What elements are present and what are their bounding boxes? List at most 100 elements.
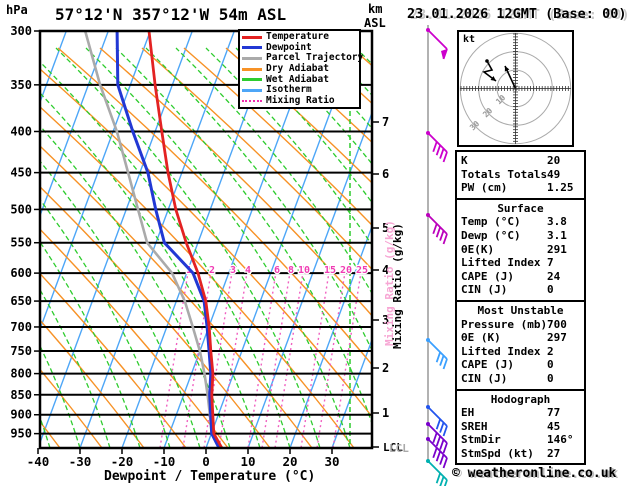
index-label: CAPE (J) bbox=[461, 358, 514, 372]
km-tick-label: 4 bbox=[382, 263, 389, 277]
wind-barb-feather bbox=[439, 476, 445, 486]
wind-barb-feather bbox=[435, 435, 442, 447]
wind-barb bbox=[426, 28, 448, 60]
temp-tick-label: -30 bbox=[69, 454, 92, 469]
dry-adiabat-line bbox=[40, 68, 372, 418]
wind-barb bbox=[426, 338, 448, 370]
wind-barb-feather bbox=[442, 457, 448, 469]
pressure-tick-label: 750 bbox=[10, 344, 32, 358]
section-title: Most Unstable bbox=[477, 303, 564, 317]
index-row: CAPE (J) 0 bbox=[461, 358, 580, 372]
section-title: Hodograph bbox=[490, 392, 551, 406]
km-tick-label: 2 bbox=[382, 361, 389, 375]
index-label: SREH bbox=[461, 419, 488, 433]
wind-barb-feather bbox=[439, 230, 445, 241]
wind-barb-feather bbox=[432, 223, 438, 235]
index-row: Dewp (°C) 3.1 bbox=[461, 229, 580, 243]
hodograph-trace-start-dot bbox=[485, 59, 489, 63]
datetime-label: 23.01.2026 12GMT (Base: 00) bbox=[407, 6, 627, 22]
index-value: 0 bbox=[547, 358, 554, 372]
dry-adiabat-line bbox=[99, 47, 372, 317]
index-label: PW (cm) bbox=[461, 181, 508, 195]
temp-tick-label: -20 bbox=[111, 454, 134, 469]
pressure-tick-label: 300 bbox=[10, 24, 32, 38]
indices-panel: K 20 Totals Totals 49 PW (cm) 1.25 Surface Temp… bbox=[455, 150, 586, 466]
parcel-trajectory-curve bbox=[83, 30, 223, 449]
index-value: 0 bbox=[547, 371, 554, 385]
hodograph-unit-label: kt bbox=[463, 34, 476, 45]
index-row: SREH 45 bbox=[461, 420, 580, 434]
km-tick-label: 5 bbox=[382, 221, 389, 235]
index-value: 3.8 bbox=[547, 215, 567, 229]
legend-item-dewpoint: Dewpoint bbox=[242, 42, 359, 54]
index-row: Pressure (mb) 700 bbox=[461, 318, 580, 332]
pressure-tick-label: 850 bbox=[10, 388, 32, 402]
lcl-label: LCL bbox=[383, 441, 403, 454]
mixing-ratio-line bbox=[261, 265, 292, 448]
index-row: EH 77 bbox=[461, 406, 580, 420]
isotherm-line bbox=[40, 31, 109, 218]
storm-motion-arrowhead bbox=[504, 66, 510, 72]
index-label: StmDir bbox=[461, 433, 501, 447]
temperature-line-swatch bbox=[242, 35, 262, 39]
index-value: 27 bbox=[547, 446, 561, 460]
km-tick-label: 1 bbox=[382, 406, 389, 420]
pressure-tick-label: 600 bbox=[10, 266, 32, 280]
legend-item-parcel: Parcel Trajectory bbox=[242, 53, 363, 64]
pressure-tick-label: 450 bbox=[10, 166, 32, 180]
index-value: 2 bbox=[547, 344, 554, 358]
index-label: Lifted Index bbox=[461, 344, 541, 358]
index-row: StmDir 146° bbox=[461, 433, 580, 447]
wind-barb-feather bbox=[435, 226, 442, 238]
altitude-axis-unit-km: km bbox=[368, 2, 383, 16]
indices-section-surface: Surface Temp (°C) 3.8 Dewp (°C) 3.1 θE(K) 291 L… bbox=[455, 197, 586, 302]
legend-item-dry_adiabat: Dry Adiabat bbox=[242, 64, 359, 75]
wind-barb-feather bbox=[435, 144, 442, 156]
pressure-tick-label: 500 bbox=[10, 202, 32, 216]
legend-item-mixing_ratio: Mixing Ratio bbox=[242, 94, 359, 107]
mixing-ratio-value-label: 15 bbox=[324, 265, 336, 276]
pressure-tick-label: 950 bbox=[10, 427, 32, 441]
index-row: CIN (J) 0 bbox=[461, 372, 580, 386]
pressure-axis-unit: hPa bbox=[6, 3, 28, 17]
temp-tick-label: 30 bbox=[324, 454, 339, 469]
legend-label: Parcel Trajectory bbox=[266, 52, 364, 64]
isotherm-line bbox=[79, 31, 235, 448]
dewpoint-line-swatch bbox=[242, 46, 262, 50]
pressure-tick-label: 900 bbox=[10, 408, 32, 422]
hodograph-trace-arrowhead bbox=[490, 76, 496, 81]
index-label: Totals Totals bbox=[461, 167, 548, 181]
temp-tick-label: -40 bbox=[27, 454, 50, 469]
dry-adiabat-line bbox=[141, 47, 372, 271]
altitude-axis-unit-asl: ASL bbox=[364, 16, 386, 30]
temperature-axis-label: Dewpoint / Temperature (°C) bbox=[104, 469, 316, 484]
pressure-tick-label: 550 bbox=[10, 236, 32, 250]
wind-barb bbox=[426, 422, 448, 454]
index-row: CIN (J) 0 bbox=[461, 283, 580, 297]
index-label: EH bbox=[461, 406, 475, 420]
isotherm-line bbox=[40, 31, 151, 332]
dry-adiabat-line bbox=[40, 272, 187, 448]
index-value: 20 bbox=[547, 154, 561, 167]
legend-label: Isotherm bbox=[266, 84, 312, 96]
pressure-tick-label: 650 bbox=[10, 294, 32, 308]
dry-adiabat-line bbox=[40, 368, 103, 448]
dry_adiabat-line-swatch bbox=[242, 67, 262, 71]
dry-adiabat-line bbox=[40, 319, 145, 448]
index-label: Pressure (mb) bbox=[461, 317, 548, 331]
hodograph-trace bbox=[482, 60, 497, 82]
index-label: StmSpd (kt) bbox=[461, 446, 534, 460]
mixing-ratio-value-label: 10 bbox=[298, 265, 310, 276]
wind-barb-feather bbox=[439, 355, 445, 366]
index-label: Dewp (°C) bbox=[461, 228, 521, 242]
lcl-label-shadow: LCL bbox=[389, 442, 409, 455]
index-value: 291 bbox=[547, 242, 567, 256]
index-value: 297 bbox=[547, 331, 567, 345]
dry-adiabat-line bbox=[40, 105, 355, 448]
index-label: θE (K) bbox=[461, 331, 501, 345]
wind-barb-feather bbox=[442, 442, 448, 454]
mixing_ratio-line-swatch bbox=[242, 99, 262, 102]
section-title: Surface bbox=[497, 201, 544, 215]
legend-label: Mixing Ratio bbox=[266, 94, 335, 106]
